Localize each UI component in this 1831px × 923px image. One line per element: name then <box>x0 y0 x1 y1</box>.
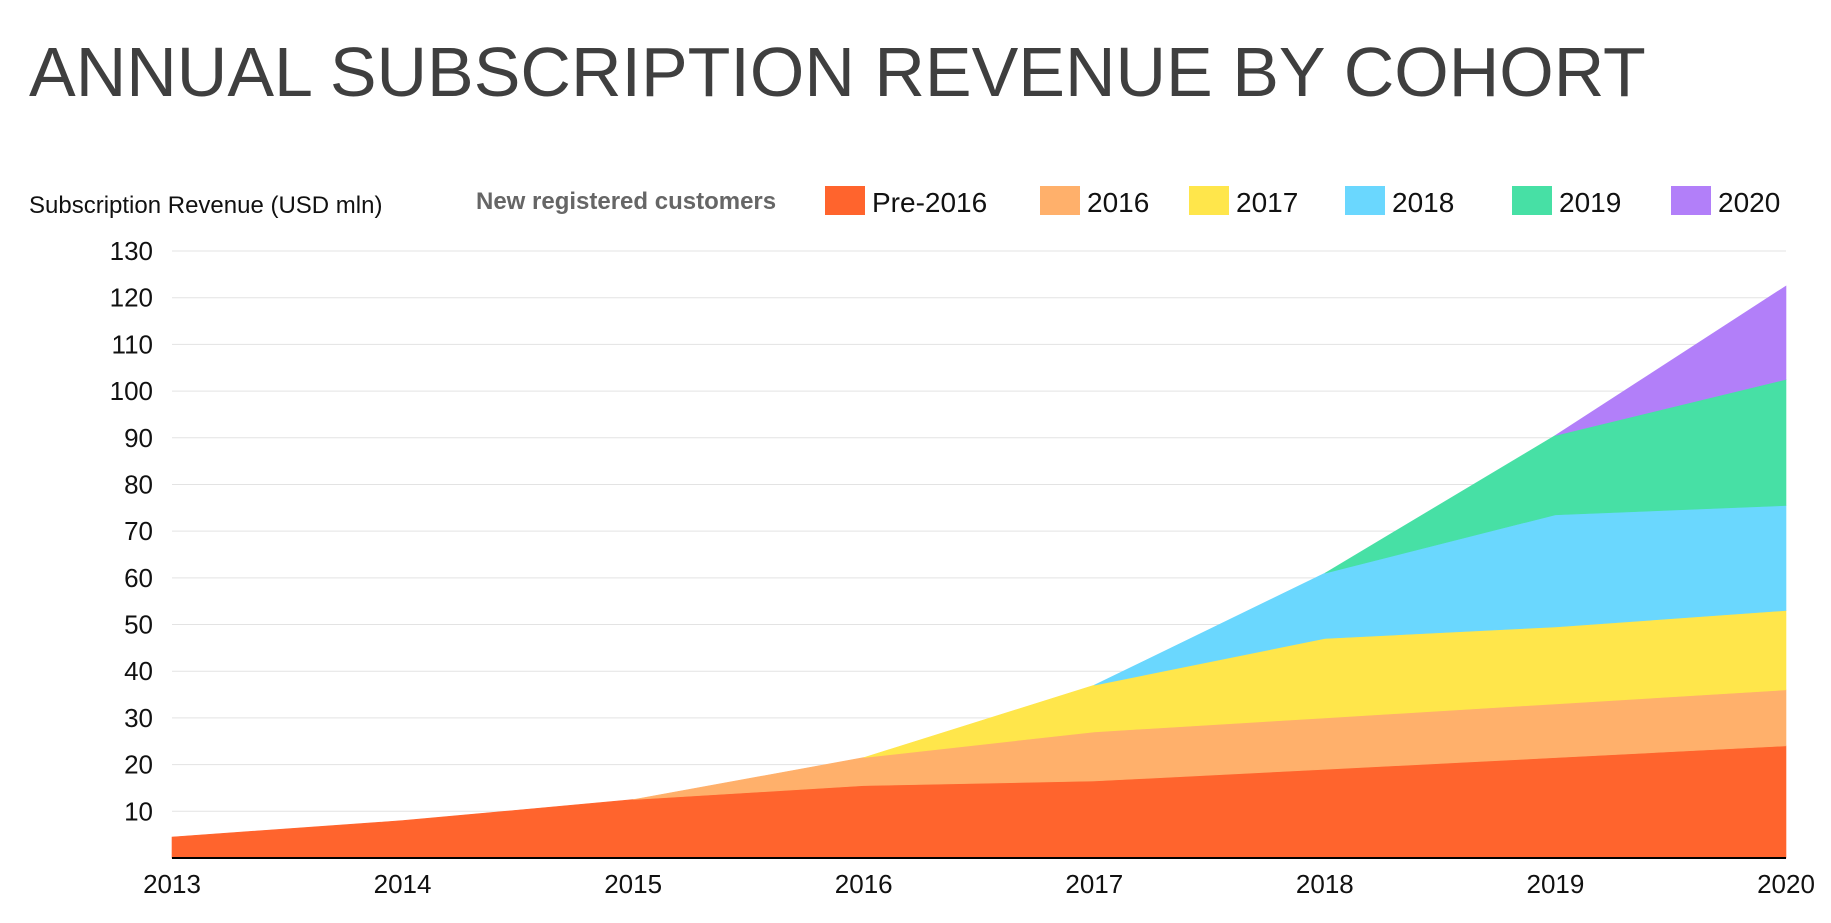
x-tick-label: 2017 <box>1065 869 1123 899</box>
y-tick-label: 80 <box>124 469 153 499</box>
y-tick-label: 30 <box>124 703 153 733</box>
y-tick-label: 50 <box>124 610 153 640</box>
x-tick-label: 2018 <box>1296 869 1354 899</box>
y-tick-label: 40 <box>124 656 153 686</box>
legend-label-2018: 2018 <box>1392 187 1454 218</box>
legend-swatch-2020 <box>1671 186 1711 215</box>
legend-label-2020: 2020 <box>1718 187 1780 218</box>
y-tick-label: 130 <box>110 236 153 266</box>
y-tick-label: 120 <box>110 283 153 313</box>
y-tick-label: 110 <box>112 329 153 359</box>
legend-swatch-2016 <box>1040 186 1080 215</box>
axes: 10 20 30 40 50 60 70 80 90 100 110 120 130 2013 2014 20… <box>29 192 1815 899</box>
x-tick-label: 2015 <box>604 869 662 899</box>
x-tick-label: 2014 <box>374 869 432 899</box>
y-tick-label: 90 <box>124 423 153 453</box>
y-tick-label: 70 <box>124 516 153 546</box>
area-series <box>171 285 1787 859</box>
legend-label-2019: 2019 <box>1559 187 1621 218</box>
x-tick-label: 2013 <box>143 869 201 899</box>
legend-swatch-2017 <box>1189 186 1229 215</box>
legend: New registered customers Pre-2016 2016 2017… <box>476 186 1780 218</box>
legend-label-2017: 2017 <box>1236 187 1298 218</box>
chart-title: ANNUAL SUBSCRIPTION REVENUE BY COHORT <box>29 33 1646 111</box>
x-tick-label: 2020 <box>1757 869 1815 899</box>
x-tick-label: 2016 <box>835 869 893 899</box>
y-tick-label: 100 <box>110 376 153 406</box>
legend-label-pre-2016: Pre-2016 <box>872 187 987 218</box>
y-tick-label: 60 <box>124 563 153 593</box>
area-series-2019 <box>1324 379 1787 574</box>
legend-title: New registered customers <box>476 188 776 215</box>
legend-swatch-2019 <box>1512 186 1552 215</box>
y-tick-label: 20 <box>124 750 153 780</box>
legend-swatch-2018 <box>1345 186 1385 215</box>
y-tick-label: 10 <box>124 796 153 826</box>
legend-label-2016: 2016 <box>1087 187 1149 218</box>
legend-swatch-pre-2016 <box>825 186 865 215</box>
y-axis-label: Subscription Revenue (USD mln) <box>29 192 382 219</box>
x-tick-label: 2019 <box>1527 869 1585 899</box>
area-series-2020 <box>1555 285 1787 436</box>
